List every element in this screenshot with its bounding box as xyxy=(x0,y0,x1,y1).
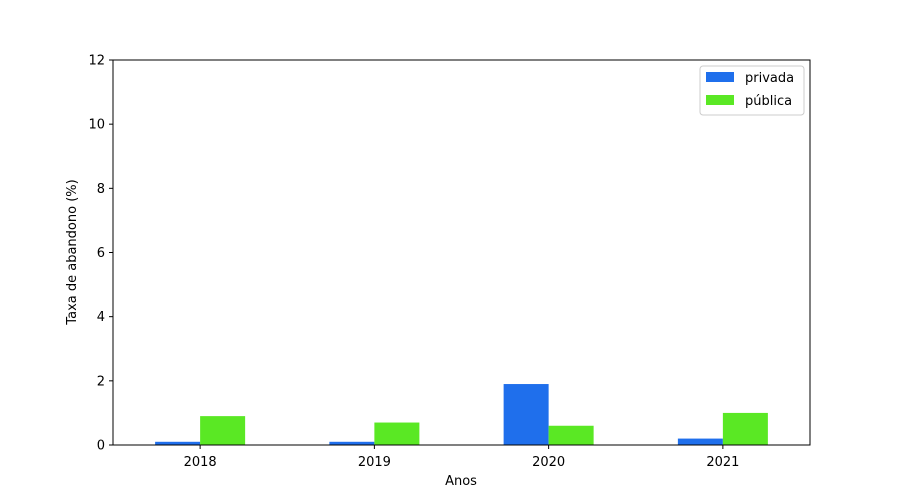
plot-frame xyxy=(112,59,811,446)
bars-layer xyxy=(155,384,768,445)
y-tick-label: 10 xyxy=(88,118,105,133)
y-tick-label: 6 xyxy=(97,246,105,261)
legend-label-publica: pública xyxy=(745,94,792,109)
bar-privada-2021 xyxy=(677,438,723,445)
y-axis-label: Taxa de abandono (%) xyxy=(65,179,80,325)
legend-swatch-publica xyxy=(706,95,734,105)
bar-privada-2020 xyxy=(503,384,549,445)
y-tick-label: 8 xyxy=(97,182,105,197)
y-tick-label: 12 xyxy=(88,54,105,69)
legend: privada pública xyxy=(699,65,805,116)
bar-pública-2018 xyxy=(200,416,246,445)
x-tick-label: 2018 xyxy=(184,455,217,470)
y-axis: 0 2 4 6 8 10 12 xyxy=(88,54,113,454)
bar-pública-2019 xyxy=(374,422,420,445)
y-tick-label: 0 xyxy=(97,439,105,454)
x-tick-label: 2021 xyxy=(706,455,739,470)
x-tick-label: 2020 xyxy=(532,455,565,470)
x-axis-label: Anos xyxy=(445,474,477,489)
legend-swatch-privada xyxy=(706,72,734,82)
legend-label-privada: privada xyxy=(745,71,794,86)
bar-pública-2020 xyxy=(548,425,594,445)
y-tick-label: 2 xyxy=(97,374,105,389)
bar-pública-2021 xyxy=(722,412,768,445)
x-tick-label: 2019 xyxy=(358,455,391,470)
bar-privada-2018 xyxy=(155,441,201,445)
bar-privada-2019 xyxy=(329,441,375,445)
y-tick-label: 4 xyxy=(97,310,105,325)
x-axis: 2018 2019 2020 2021 xyxy=(184,445,739,470)
